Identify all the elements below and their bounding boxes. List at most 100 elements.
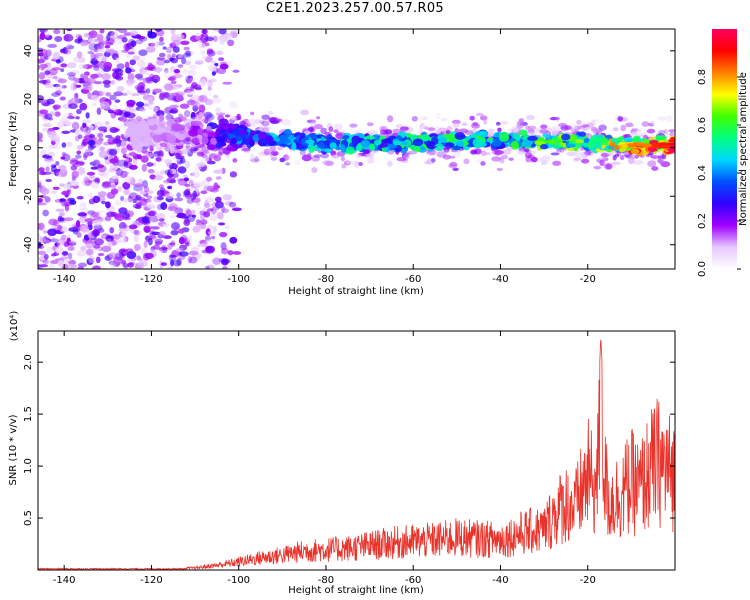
- heatmap-blob: [423, 126, 429, 130]
- heatmap-blob: [172, 74, 183, 79]
- snr-x-axis-label: Height of straight line (km): [288, 585, 424, 596]
- x-tick-label: -80: [318, 575, 334, 586]
- heatmap-blob: [42, 127, 49, 132]
- heatmap-blob: [117, 186, 122, 192]
- heatmap-blob: [67, 246, 75, 251]
- heatmap-blob: [669, 142, 675, 147]
- heatmap-blob: [159, 142, 169, 147]
- colorbar-tick-label: 0.4: [697, 165, 708, 181]
- heatmap-blob: [392, 140, 402, 146]
- heatmap-blob: [157, 234, 165, 239]
- heatmap-blob: [136, 84, 145, 93]
- heatmap-blob: [241, 147, 251, 152]
- heatmap-blob: [135, 195, 141, 202]
- heatmap-blob: [216, 212, 224, 220]
- heatmap-blob: [601, 157, 609, 162]
- heatmap-blob: [204, 155, 210, 162]
- heatmap-blob: [87, 51, 94, 55]
- heatmap-blob: [456, 141, 465, 147]
- heatmap-blob: [169, 57, 175, 62]
- heatmap-blob: [592, 129, 597, 135]
- heatmap-blob: [211, 71, 216, 76]
- heatmap-blob: [42, 102, 51, 107]
- heatmap-blob: [522, 139, 532, 148]
- heatmap-blob: [512, 127, 519, 134]
- heatmap-x-axis-label: Height of straight line (km): [288, 286, 424, 297]
- heatmap-blob: [75, 220, 81, 228]
- heatmap-blob: [69, 199, 77, 205]
- heatmap-blob: [99, 101, 110, 110]
- heatmap-blob: [40, 99, 48, 104]
- heatmap-blob: [373, 139, 382, 146]
- heatmap-blob: [109, 158, 118, 164]
- heatmap-blob: [126, 79, 137, 83]
- heatmap-blob: [194, 61, 203, 65]
- x-tick-label: -20: [580, 575, 596, 586]
- heatmap-blob: [106, 33, 111, 42]
- heatmap-blob: [55, 59, 61, 64]
- heatmap-blob: [311, 119, 318, 125]
- heatmap-blob: [663, 128, 669, 135]
- heatmap-blob: [218, 231, 228, 238]
- heatmap-blob: [101, 200, 107, 205]
- heatmap-blob: [141, 69, 150, 76]
- heatmap-blob: [176, 178, 185, 182]
- heatmap-blob: [109, 184, 117, 189]
- heatmap-blob: [50, 238, 59, 243]
- heatmap-blob: [366, 122, 374, 127]
- heatmap-blob: [270, 120, 280, 124]
- x-tick-label: -80: [318, 274, 334, 285]
- heatmap-blob: [646, 128, 656, 134]
- heatmap-blob: [195, 59, 204, 65]
- x-tick-label: -20: [580, 274, 596, 285]
- heatmap-blob: [186, 99, 196, 106]
- heatmap-blob: [133, 229, 139, 235]
- heatmap-blob: [78, 63, 88, 70]
- heatmap-blob: [93, 64, 100, 71]
- heatmap-blob: [124, 158, 129, 162]
- heatmap-blob: [250, 158, 259, 164]
- heatmap-blob: [77, 166, 86, 175]
- heatmap-blob: [129, 30, 139, 36]
- heatmap-blob: [109, 261, 116, 269]
- heatmap-blob: [106, 211, 116, 218]
- x-tick-label: -120: [140, 575, 163, 586]
- heatmap-blob: [407, 150, 418, 155]
- heatmap-blob: [151, 235, 157, 240]
- heatmap-blob: [262, 127, 270, 133]
- heatmap-blob: [152, 88, 163, 94]
- heatmap-blob: [258, 150, 267, 157]
- heatmap-blob: [70, 83, 77, 91]
- heatmap-blob: [60, 165, 67, 174]
- heatmap-blob: [206, 208, 214, 212]
- heatmap-blob: [666, 115, 673, 123]
- heatmap-blob: [125, 53, 131, 58]
- heatmap-blob: [55, 90, 63, 96]
- heatmap-blob: [38, 184, 47, 193]
- heatmap-blob: [669, 131, 675, 137]
- heatmap-blob: [185, 91, 196, 96]
- heatmap-blob: [142, 77, 151, 84]
- heatmap-blob: [46, 121, 52, 126]
- heatmap-blob: [178, 251, 189, 257]
- heatmap-blob: [279, 157, 286, 163]
- heatmap-blob: [47, 228, 57, 237]
- y-tick-label: 2.0: [23, 354, 34, 370]
- heatmap-blob: [66, 72, 76, 77]
- heatmap-blob: [94, 53, 104, 57]
- heatmap-blob: [164, 158, 173, 165]
- heatmap-blob: [87, 143, 94, 151]
- heatmap-blob: [134, 222, 144, 226]
- heatmap-blob: [156, 66, 161, 74]
- heatmap-blob: [38, 197, 43, 203]
- heatmap-blob: [642, 143, 651, 148]
- heatmap-blob: [345, 160, 352, 164]
- heatmap-blob: [87, 221, 93, 227]
- heatmap-blob: [555, 116, 561, 121]
- heatmap-blob: [479, 130, 488, 138]
- heatmap-blob: [274, 137, 280, 142]
- heatmap-blob: [95, 139, 103, 145]
- heatmap-blob: [229, 30, 239, 36]
- heatmap-blob: [454, 131, 466, 140]
- heatmap-blob: [184, 160, 191, 169]
